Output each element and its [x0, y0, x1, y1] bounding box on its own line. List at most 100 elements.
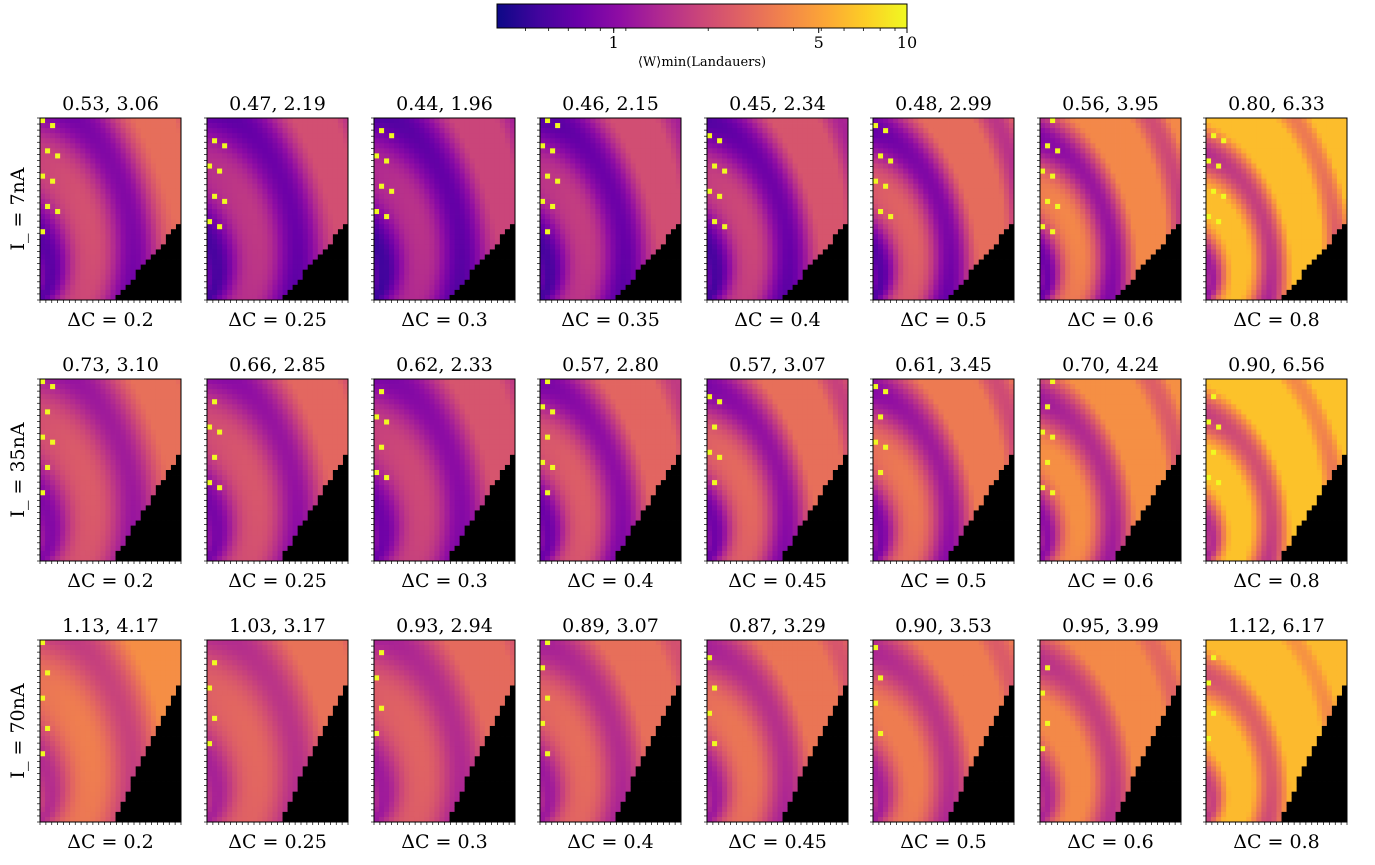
- heatmap-cell: [379, 118, 385, 124]
- heatmap-cell: [484, 198, 491, 205]
- heatmap-cell: [419, 198, 425, 205]
- heatmap-cell: [337, 254, 344, 260]
- heatmap-cell: [424, 178, 430, 185]
- heatmap-cell: [575, 163, 581, 169]
- heatmap-cell: [272, 269, 278, 276]
- heatmap-cell: [277, 219, 283, 225]
- heatmap-cell: [474, 178, 481, 185]
- heatmap-cell: [605, 118, 611, 124]
- heatmap-cell: [570, 234, 576, 240]
- heatmap-cell: [424, 294, 430, 301]
- heatmap-cell: [322, 198, 329, 205]
- heatmap-cell: [272, 254, 278, 260]
- heatmap-cell: [379, 224, 385, 230]
- heatmap-cell: [322, 158, 329, 164]
- heatmap-cell: [812, 193, 819, 200]
- heatmap-cell: [550, 294, 556, 301]
- heatmap-cell: [792, 123, 799, 129]
- heatmap-cell: [722, 198, 728, 205]
- heatmap-cell: [384, 219, 390, 225]
- heatmap-cell: [747, 173, 753, 180]
- heatmap-cell: [640, 274, 647, 281]
- heatmap-cell: [404, 188, 410, 195]
- heatmap-cell: [110, 193, 116, 200]
- heatmap-cell: [40, 289, 46, 296]
- heatmap-cell: [600, 183, 606, 190]
- heatmap-cell: [570, 254, 576, 260]
- heatmap-cell: [105, 123, 111, 129]
- heatmap-cell: [212, 254, 218, 260]
- heatmap-cell: [545, 203, 551, 210]
- heatmap-cell: [140, 193, 147, 200]
- heatmap-cell: [409, 229, 415, 235]
- heatmap-cell: [635, 163, 642, 169]
- heatmap-cell: [655, 193, 662, 200]
- heatmap-cell: [277, 264, 283, 271]
- heatmap-cell: [842, 138, 849, 144]
- heatmap-cell: [307, 133, 314, 139]
- heatmap-cell: [675, 244, 682, 250]
- heatmap-cell: [120, 244, 127, 250]
- heatmap-cell: [494, 214, 501, 220]
- heatmap-cell: [665, 234, 672, 240]
- heatmap-cell: [160, 214, 167, 220]
- heatmap-cell: [297, 133, 304, 139]
- heatmap-cell: [212, 229, 218, 235]
- heatmap-cell: [635, 239, 642, 245]
- heatmap-cell: [404, 133, 410, 139]
- heatmap-cell: [772, 214, 778, 220]
- heatmap-cell: [722, 163, 728, 169]
- heatmap-cell: [419, 188, 425, 195]
- heatmap-cell: [580, 118, 586, 124]
- heatmap-cell: [389, 274, 395, 281]
- heatmap-cell: [585, 259, 591, 266]
- heatmap-cell: [797, 214, 804, 220]
- heatmap-cell: [732, 183, 738, 190]
- heatmap-cell: [389, 214, 395, 220]
- heatmap-cell: [100, 249, 106, 255]
- heatmap-cell: [434, 198, 440, 205]
- heatmap-cell: [737, 224, 743, 230]
- heatmap-cell: [45, 133, 51, 139]
- heatmap-cell: [75, 289, 81, 296]
- heatmap-cell: [837, 234, 844, 240]
- heatmap-cell: [414, 219, 420, 225]
- heatmap-cell: [227, 279, 233, 286]
- heatmap-cell: [374, 138, 380, 144]
- heatmap-cell: [232, 274, 238, 281]
- heatmap-cell: [75, 254, 81, 260]
- heatmap-cell: [110, 123, 116, 129]
- heatmap-cell: [807, 128, 814, 134]
- heatmap-cell: [404, 198, 410, 205]
- heatmap-cell: [595, 158, 601, 164]
- heatmap-cell: [555, 224, 561, 230]
- heatmap-cell: [207, 224, 213, 230]
- heatmap-cell: [580, 224, 586, 230]
- heatmap-cell: [484, 264, 491, 271]
- heatmap-cell: [469, 289, 476, 296]
- heatmap-cell: [207, 148, 213, 154]
- heatmap-cell: [282, 259, 288, 266]
- heatmap-cell: [489, 284, 496, 291]
- heatmap-cell: [565, 128, 571, 134]
- heatmap-cell: [337, 229, 344, 235]
- heatmap-cell: [120, 214, 127, 220]
- heatmap-cell: [322, 133, 329, 139]
- heatmap-cell: [555, 128, 561, 134]
- heatmap-cell: [287, 224, 294, 230]
- heatmap-cell: [545, 178, 551, 185]
- heatmap-cell: [842, 158, 849, 164]
- heatmap-cell: [595, 153, 601, 159]
- heatmap-cell: [665, 173, 672, 180]
- heatmap-cell: [115, 118, 121, 124]
- heatmap-cell: [95, 133, 101, 139]
- heatmap-cell: [449, 173, 455, 180]
- heatmap-cell: [175, 249, 182, 255]
- heatmap-cell: [665, 158, 672, 164]
- heatmap-cell: [292, 178, 299, 185]
- heatmap-cell: [125, 269, 132, 276]
- heatmap-cell: [429, 209, 435, 215]
- heatmap-cell: [342, 183, 349, 190]
- heatmap-cell: [155, 158, 162, 164]
- heatmap-cell: [822, 203, 829, 210]
